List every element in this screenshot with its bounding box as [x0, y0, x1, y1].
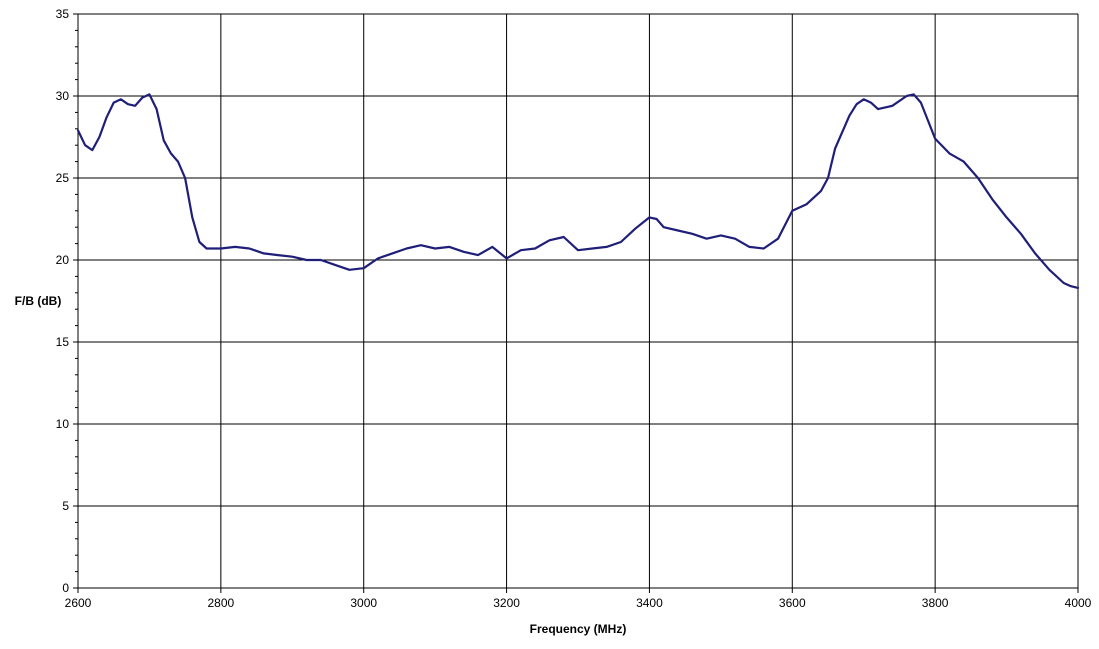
- y-tick-label-0: 0: [62, 581, 69, 595]
- y-tick-label-5: 25: [56, 171, 70, 185]
- x-tick-label-2: 3000: [350, 596, 377, 610]
- x-tick-label-5: 3600: [779, 596, 806, 610]
- x-tick-label-0: 2600: [65, 596, 92, 610]
- x-axis-title: Frequency (MHz): [530, 622, 627, 636]
- series-line-0: [76, 93, 1080, 289]
- tick-labels: 0 5 10 15 20 25 30 35 2600 2800 3000 3200 3400 3600 38…: [56, 7, 1092, 610]
- y-tick-label-2: 10: [56, 417, 70, 431]
- x-tick-label-1: 2800: [208, 596, 235, 610]
- y-tick-label-4: 20: [56, 253, 70, 267]
- x-tick-label-3: 3200: [493, 596, 520, 610]
- x-tick-label-7: 4000: [1065, 596, 1092, 610]
- y-tick-label-3: 15: [56, 335, 70, 349]
- y-tick-label-6: 30: [56, 89, 70, 103]
- y-tick-label-1: 5: [62, 499, 69, 513]
- x-tick-label-6: 3800: [922, 596, 949, 610]
- y-axis-title: F/B (dB): [15, 294, 62, 308]
- axes: [73, 13, 1079, 593]
- y-tick-label-7: 35: [56, 7, 70, 21]
- x-tick-label-4: 3400: [636, 596, 663, 610]
- series-layer: [76, 93, 1080, 289]
- grid: [78, 13, 1079, 588]
